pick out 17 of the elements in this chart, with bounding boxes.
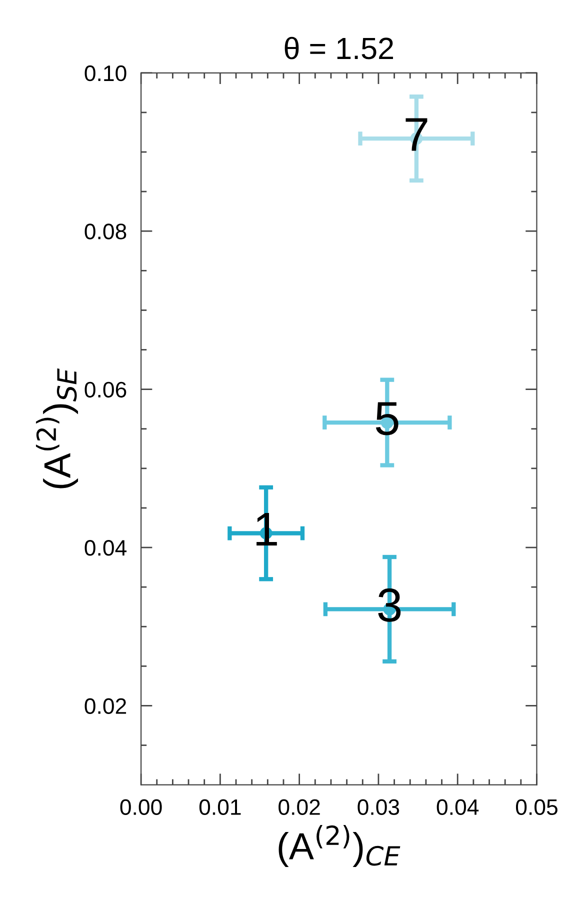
annotation: 3 [378, 588, 401, 622]
annotation: 5 [376, 402, 398, 436]
y-tick-label: 0.06 [84, 382, 126, 398]
x-tick-label: 0.02 [278, 799, 320, 816]
annotation: 7 [406, 118, 428, 151]
y-tick-label: 0.04 [84, 540, 126, 556]
x-tick-label: 0.05 [516, 799, 558, 816]
y-axis-title: (A$^{(2)}$)$_{SE}$ [36, 368, 78, 488]
x-axis-title: (A$^{(2)}$)$_{CE}$ [278, 824, 400, 867]
chart-title: θ = 1.52 [284, 36, 393, 60]
y-tick-label: 0.02 [84, 698, 126, 714]
x-tick-label: 0.03 [358, 799, 400, 816]
x-tick-label: 0.01 [199, 799, 241, 816]
x-tick-label: 0.04 [436, 799, 479, 816]
y-tick-label: 0.08 [84, 224, 126, 240]
x-tick-label: 0.00 [120, 799, 162, 816]
y-tick-label: 0.10 [84, 65, 126, 82]
